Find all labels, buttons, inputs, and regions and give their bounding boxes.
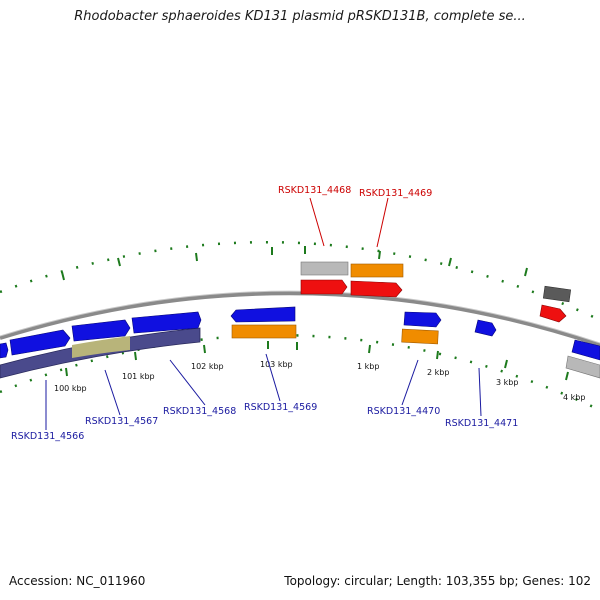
gene-orange-4469 (350, 263, 404, 278)
gene-darkgray (542, 285, 572, 303)
tick-label: 102 kbp (191, 362, 224, 371)
tick-label: 103 kbp (260, 360, 293, 369)
central-genes (230, 261, 404, 339)
inner-major-ticks (65, 341, 569, 381)
gene-label: RSKD131_4566 (11, 431, 84, 442)
gene-orange-4470 (401, 328, 439, 345)
gene-label: RSKD131_4469 (359, 188, 432, 199)
gene-blue-4470 (403, 311, 442, 328)
leader-lines-blue (45, 353, 482, 430)
gene-label: RSKD131_4471 (445, 418, 518, 429)
tick-label: 4 kbp (563, 393, 585, 402)
tick-label: 2 kbp (427, 368, 449, 377)
gene-blue-4569 (230, 306, 296, 323)
tick-label: 1 kbp (357, 362, 379, 371)
gene-orange-4569 (231, 324, 297, 339)
gene-gray-4468 (300, 261, 349, 276)
gene-blue-2 (9, 329, 71, 356)
tick-label: 3 kbp (496, 378, 518, 387)
gene-gray-right (565, 355, 600, 379)
gene-label: RSKD131_4569 (244, 402, 317, 413)
gene-label: RSKD131_4468 (278, 185, 351, 196)
gene-label: RSKD131_4568 (163, 406, 236, 417)
summary-text: Topology: circular; Length: 103,355 bp; … (284, 574, 591, 588)
gene-labels: RSKD131_4468 RSKD131_4469 RSKD131_4566 R… (11, 185, 518, 442)
gene-red-4469 (350, 280, 403, 298)
gene-blue-3 (71, 319, 131, 342)
gene-blue-4471 (474, 319, 497, 337)
tick-labels: 100 kbp 101 kbp 102 kbp 103 kbp 1 kbp 2 … (54, 360, 585, 402)
left-blue-genes (0, 311, 202, 359)
gene-label: RSKD131_4567 (85, 416, 158, 427)
lower-feature-band (0, 327, 201, 379)
gene-red-4468 (300, 279, 348, 295)
backbone-circle (0, 291, 600, 347)
gene-label: RSKD131_4470 (367, 406, 440, 417)
map-title: Rhodobacter sphaeroides KD131 plasmid pR… (74, 9, 526, 24)
gene-blue-4 (131, 311, 202, 334)
outer-dotted-ring (0, 241, 600, 322)
accession-text: Accession: NC_011960 (9, 574, 146, 588)
gene-blue-right (571, 339, 600, 361)
right-genes (401, 285, 600, 379)
outer-major-ticks (61, 246, 528, 281)
gene-blue-1 (0, 342, 9, 359)
gene-red-right (539, 304, 567, 323)
leader-lines-red (309, 197, 389, 248)
backbone-highlight (0, 290, 600, 344)
tick-label: 101 kbp (122, 372, 155, 381)
tick-label: 100 kbp (54, 384, 87, 393)
